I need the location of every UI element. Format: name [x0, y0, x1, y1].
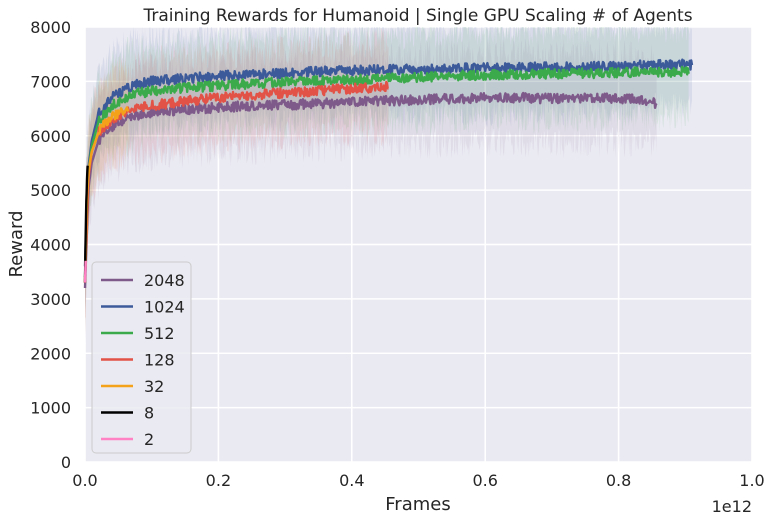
series-line-2: [83, 260, 87, 283]
x-tick-label: 0.0: [72, 471, 97, 490]
y-tick-label: 3000: [30, 290, 71, 309]
y-tick-label: 0: [61, 453, 71, 472]
legend-item-32: 32: [101, 377, 164, 396]
y-tick-label: 7000: [30, 72, 71, 91]
y-tick-label: 4000: [30, 236, 71, 255]
legend-item-128: 128: [101, 351, 175, 370]
legend-label: 1024: [144, 298, 185, 317]
legend-item-512: 512: [101, 324, 175, 343]
y-tick-label: 1000: [30, 399, 71, 418]
x-axis-label: Frames: [385, 494, 450, 515]
y-tick-label: 8000: [30, 18, 71, 37]
x-axis-multiplier: 1e12: [712, 497, 752, 516]
series-line-8: [83, 165, 89, 283]
legend-item-2: 2: [101, 430, 154, 449]
series-line-512: [83, 65, 690, 278]
x-tick-labels: 0.0 0.2 0.4 0.6 0.8 1.0: [72, 471, 764, 490]
y-tick-labels: 0 1000 2000 3000 4000 5000 6000 7000 8000: [30, 18, 71, 472]
legend-label: 8: [144, 404, 154, 423]
series-line-2048: [83, 91, 658, 289]
legend-items: 2048 1024 512 128 32 8 2: [101, 271, 185, 449]
series-line-1024: [83, 58, 694, 267]
series-layer: [83, 58, 694, 289]
x-tick-label: 1.0: [739, 471, 764, 490]
x-tick-label: 0.6: [472, 471, 497, 490]
legend-item-1024: 1024: [101, 298, 185, 317]
variance-band-2048: [85, 38, 657, 345]
legend-item-8: 8: [101, 404, 154, 423]
y-tick-label: 2000: [30, 344, 71, 363]
x-tick-label: 0.8: [606, 471, 631, 490]
legend-item-2048: 2048: [101, 271, 185, 290]
y-tick-label: 6000: [30, 127, 71, 146]
legend-label: 2: [144, 430, 154, 449]
legend-label: 512: [144, 324, 175, 343]
x-tick-label: 0.2: [206, 471, 231, 490]
legend-label: 2048: [144, 271, 185, 290]
series-line-128: [83, 80, 389, 283]
chart-title: Training Rewards for Humanoid | Single G…: [142, 6, 692, 26]
series-line-32: [83, 106, 130, 283]
legend-label: 32: [144, 377, 164, 396]
legend: 2048 1024 512 128 32 8 2: [91, 261, 192, 454]
y-tick-label: 5000: [30, 181, 71, 200]
legend-label: 128: [144, 351, 175, 370]
y-axis-label: Reward: [6, 210, 27, 277]
legend-box: [91, 261, 192, 454]
x-tick-label: 0.4: [339, 471, 364, 490]
